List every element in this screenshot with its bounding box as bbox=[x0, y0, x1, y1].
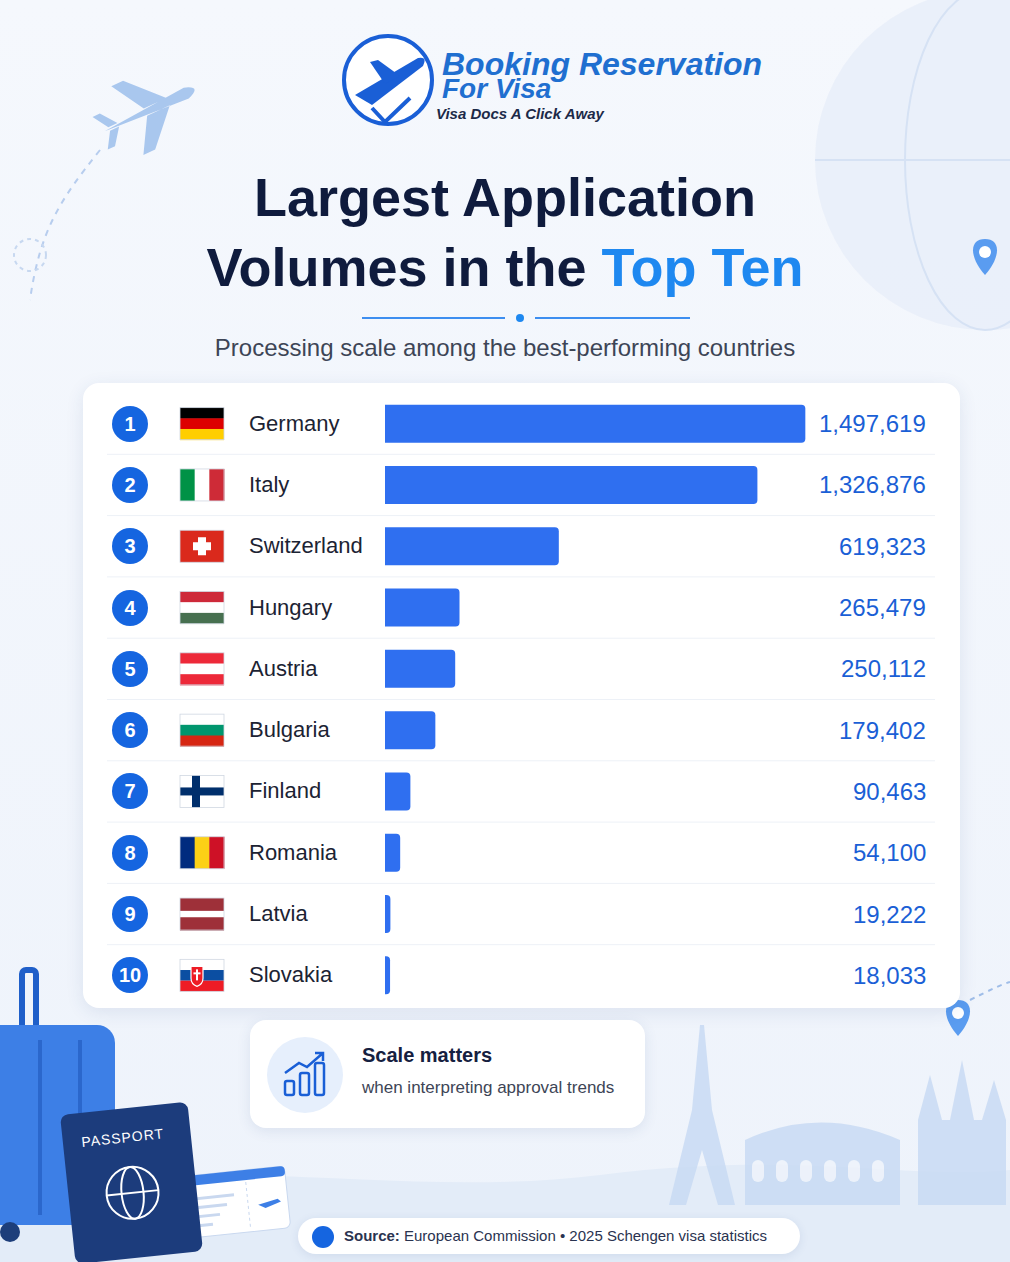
html-text:Hungary: Hungary bbox=[249, 594, 333, 620]
html-text:2: 2 bbox=[124, 473, 136, 496]
html-text:10: 10 bbox=[118, 964, 142, 987]
html-text:Booking Reservation: Booking Reservation bbox=[442, 46, 763, 82]
svg-text:179,402: 179,402 bbox=[839, 717, 926, 744]
html-text:Processing scale among the bes: Processing scale among the best-performi… bbox=[214, 334, 796, 361]
html-text:9: 9 bbox=[124, 903, 136, 925]
html-text:1: 1 bbox=[124, 412, 136, 435]
html-text:For Visa: For Visa bbox=[442, 73, 552, 104]
svg-text:18,033: 18,033 bbox=[853, 962, 926, 989]
html-text:Germany: Germany bbox=[249, 410, 340, 436]
html-text:Italy: Italy bbox=[249, 471, 290, 497]
svg-text:19,222: 19,222 bbox=[853, 901, 926, 928]
html-text:Slovakia: Slovakia bbox=[249, 962, 333, 988]
svg-text:90,463: 90,463 bbox=[853, 778, 926, 805]
svg-text:619,323: 619,323 bbox=[839, 533, 926, 560]
svg-text:1,326,876: 1,326,876 bbox=[819, 471, 926, 498]
html-text:6: 6 bbox=[124, 719, 136, 742]
html-text:3: 3 bbox=[124, 535, 136, 558]
html-text:8: 8 bbox=[124, 841, 136, 864]
html-text:Romania: Romania bbox=[249, 839, 337, 865]
html-text:Scale matters: Scale matters bbox=[362, 1044, 493, 1066]
html-text:Volumes in the Top Ten: Volumes in the Top Ten bbox=[206, 237, 804, 297]
svg-text:54,100: 54,100 bbox=[853, 839, 926, 866]
svg-text:265,479: 265,479 bbox=[839, 594, 926, 621]
html-text:7: 7 bbox=[124, 780, 136, 803]
html-text:Bulgaria: Bulgaria bbox=[249, 717, 330, 743]
html-text:when interpreting approval tre: when interpreting approval trends bbox=[362, 1078, 615, 1097]
html-text:Switzerland: Switzerland bbox=[249, 533, 363, 559]
html-text:Source: European Commission •: Source: European Commission • 2025 Schen… bbox=[344, 1227, 767, 1244]
html-text:Visa Docs A Click Away: Visa Docs A Click Away bbox=[436, 105, 604, 122]
html-text:4: 4 bbox=[124, 596, 136, 619]
html-text:Largest Application: Largest Application bbox=[254, 167, 756, 227]
svg-text:PASSPORT: PASSPORT bbox=[81, 1125, 165, 1150]
html-text:5: 5 bbox=[124, 657, 136, 680]
html-text:Finland: Finland bbox=[249, 778, 322, 804]
html-text:Latvia: Latvia bbox=[249, 901, 308, 926]
html-text:Austria: Austria bbox=[249, 655, 318, 681]
svg-text:1,497,619: 1,497,619 bbox=[819, 410, 926, 437]
svg-text:250,112: 250,112 bbox=[841, 655, 926, 682]
